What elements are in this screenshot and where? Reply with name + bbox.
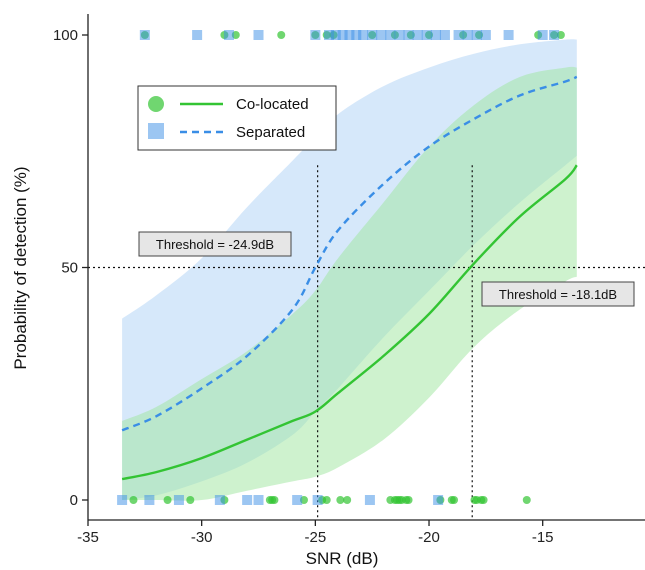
- marker-separated: [323, 30, 334, 40]
- marker-separated: [253, 30, 264, 40]
- legend: Co-located Separated: [137, 85, 337, 151]
- marker-separated: [537, 30, 548, 40]
- marker-co-located: [522, 496, 531, 504]
- marker-separated: [403, 30, 414, 40]
- marker-separated: [117, 495, 128, 505]
- legend-marker-separated: [148, 123, 164, 139]
- marker-co-located: [270, 496, 279, 504]
- confidence-band-co-located: [122, 66, 577, 501]
- threshold-label-2: Threshold = -18.1dB: [499, 287, 617, 302]
- legend-box: [137, 85, 337, 151]
- threshold-box-1: [138, 231, 292, 257]
- marker-co-located: [479, 496, 488, 504]
- confidence-bands: [122, 39, 577, 501]
- threshold-box-2: [481, 281, 635, 307]
- marker-separated: [439, 30, 450, 40]
- marker-separated: [430, 30, 441, 40]
- marker-co-located: [336, 496, 345, 504]
- marker-co-located: [277, 31, 286, 39]
- marker-separated: [385, 30, 396, 40]
- marker-separated: [358, 30, 369, 40]
- marker-separated: [192, 30, 203, 40]
- probability-curves: [121, 75, 578, 481]
- marker-co-located: [322, 496, 331, 504]
- marker-separated: [364, 495, 375, 505]
- x-tick-label: -20: [418, 529, 440, 546]
- marker-separated: [503, 30, 514, 40]
- marker-separated: [433, 495, 444, 505]
- y-axis-title: Probability of detection (%): [11, 166, 30, 369]
- marker-separated: [223, 30, 234, 40]
- marker-co-located: [343, 496, 352, 504]
- marker-separated: [242, 495, 253, 505]
- curve-separated: [121, 75, 578, 432]
- x-axis-title: SNR (dB): [306, 549, 379, 568]
- threshold-labels: Threshold = -24.9dB Threshold = -18.1dB: [138, 231, 635, 307]
- marker-separated: [344, 30, 355, 40]
- marker-co-located: [450, 496, 459, 504]
- marker-co-located: [186, 496, 195, 504]
- marker-separated: [214, 495, 225, 505]
- threshold-lines: [88, 165, 645, 520]
- x-tick-label: -35: [77, 529, 99, 546]
- marker-separated: [312, 495, 323, 505]
- marker-separated: [337, 30, 348, 40]
- y-tick-label: 100: [53, 27, 78, 44]
- x-tick-label: -25: [305, 529, 327, 546]
- marker-separated: [462, 30, 473, 40]
- marker-separated: [253, 495, 264, 505]
- marker-separated: [376, 30, 387, 40]
- marker-separated: [139, 30, 150, 40]
- marker-separated: [173, 495, 184, 505]
- marker-separated: [421, 30, 432, 40]
- x-tick-label: -15: [532, 529, 554, 546]
- marker-separated: [394, 30, 405, 40]
- x-tick-label: -30: [191, 529, 213, 546]
- marker-co-located: [404, 496, 413, 504]
- axes: -35 -30 -25 -20 -15 0 50 100: [53, 14, 645, 546]
- legend-label-separated: Separated: [236, 124, 305, 141]
- marker-separated: [549, 30, 560, 40]
- marker-separated: [144, 495, 155, 505]
- legend-label-co-located: Co-located: [236, 96, 309, 113]
- marker-separated: [310, 30, 321, 40]
- marker-separated: [292, 495, 303, 505]
- data-markers: [117, 30, 565, 505]
- y-tick-label: 0: [70, 492, 78, 509]
- marker-separated: [330, 30, 341, 40]
- marker-separated: [367, 30, 378, 40]
- marker-separated: [453, 30, 464, 40]
- marker-separated: [471, 30, 482, 40]
- marker-separated: [412, 30, 423, 40]
- legend-marker-co-located: [148, 96, 164, 112]
- marker-co-located: [129, 496, 138, 504]
- curve-co-located: [121, 164, 578, 481]
- marker-separated: [480, 30, 491, 40]
- marker-separated: [351, 30, 362, 40]
- threshold-label-1: Threshold = -24.9dB: [156, 237, 274, 252]
- y-tick-label: 50: [61, 260, 78, 277]
- marker-co-located: [163, 496, 172, 504]
